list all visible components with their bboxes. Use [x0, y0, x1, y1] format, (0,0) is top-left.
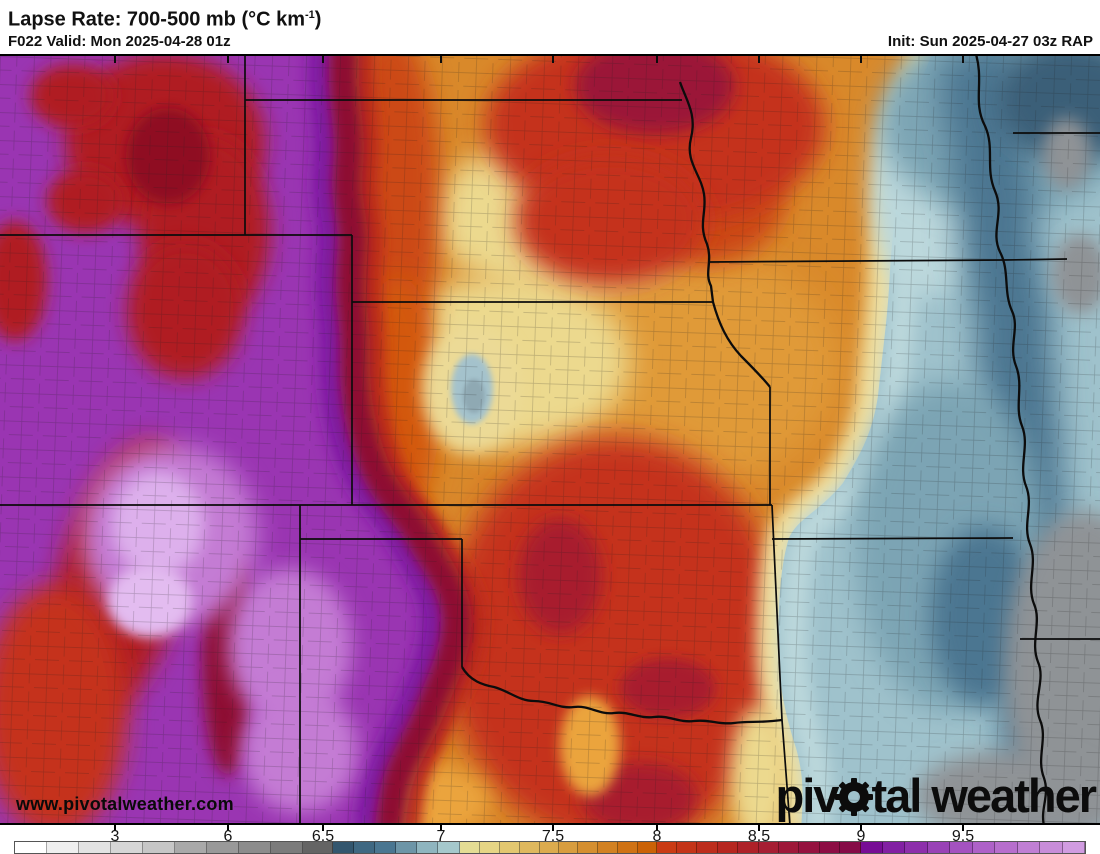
colorbar-cell	[840, 842, 861, 853]
colorbar-cell	[799, 842, 820, 853]
valid-time-label: F022 Valid: Mon 2025-04-28 01z	[8, 32, 231, 50]
border-mo-ar	[771, 537, 1014, 540]
colorbar-cell	[175, 842, 207, 853]
tick-label: 6	[223, 828, 233, 845]
colorbar-cell	[905, 842, 928, 853]
tick-label: 9.5	[951, 828, 975, 845]
logo-text-tal: tal	[871, 769, 922, 822]
colorbar-cell	[540, 842, 559, 853]
colorbar-cell	[718, 842, 738, 853]
tick-mark	[758, 825, 760, 831]
colorbar-cell	[111, 842, 143, 853]
colorbar-cell	[396, 842, 417, 853]
colorbar-cell	[239, 842, 271, 853]
title-close: )	[314, 8, 322, 31]
colorbar-cell	[15, 842, 47, 853]
title-text: Lapse Rate: 700-500 mb (°C km	[8, 8, 306, 31]
colorbar-cell	[303, 842, 333, 853]
red-river	[461, 666, 783, 725]
tick-mark	[962, 825, 964, 831]
tick-label: 7.5	[541, 828, 565, 845]
pivotal-weather-logo: piv tal weather	[775, 769, 1097, 822]
tick-mark	[656, 825, 658, 831]
logo-text-weather: weather	[920, 769, 1097, 822]
county-lines-overlay	[0, 56, 1100, 823]
colorbar-cell	[618, 842, 638, 853]
colorbar-cell	[375, 842, 396, 853]
colorbar	[14, 841, 1086, 854]
page-title: Lapse Rate: 700-500 mb (°C km-1)	[0, 0, 1100, 32]
tick-label: 8.5	[747, 828, 771, 845]
colorbar-cell	[143, 842, 175, 853]
colorbar-cell	[438, 842, 460, 853]
colorbar-cell	[354, 842, 375, 853]
logo-text-piv: piv	[775, 769, 840, 822]
mississippi-river	[975, 56, 1048, 823]
colorbar-cell	[271, 842, 303, 853]
tick-mark	[227, 825, 229, 831]
colorbar-cell	[500, 842, 520, 853]
border-ia-mo	[709, 258, 1068, 263]
colorbar-cell	[759, 842, 779, 853]
colorbar-cell	[79, 842, 111, 853]
colorbar-cell	[973, 842, 995, 853]
colorbar-cell	[559, 842, 578, 853]
colorbar-cell	[1040, 842, 1063, 853]
colorbar-cell	[677, 842, 697, 853]
colorbar-cell	[578, 842, 598, 853]
tick-mark	[114, 825, 116, 831]
colorbar-cell	[883, 842, 905, 853]
colorbar-cell	[47, 842, 79, 853]
colorbar-cell	[861, 842, 883, 853]
header: Lapse Rate: 700-500 mb (°C km-1) F022 Va…	[0, 0, 1100, 54]
colorbar-cell	[638, 842, 657, 853]
init-time-label: Init: Sun 2025-04-27 03z RAP	[887, 32, 1093, 50]
colorbar-cell	[738, 842, 759, 853]
colorbar-cell	[1018, 842, 1040, 853]
colorbar-cell	[520, 842, 540, 853]
gear-icon	[835, 778, 874, 816]
colorbar-cell	[950, 842, 973, 853]
river-lines	[461, 56, 1048, 823]
missouri-river	[678, 81, 771, 388]
colorbar-cell	[333, 842, 354, 853]
colorbar-cell	[779, 842, 799, 853]
tick-mark	[552, 825, 554, 831]
colorbar-cell	[460, 842, 480, 853]
tick-mark	[322, 825, 324, 831]
colorbar-footer: 3 6 6.5 7 7.5 8 8.5 9 9.5	[0, 825, 1100, 854]
tick-label: 7	[436, 828, 446, 845]
colorbar-cell	[657, 842, 677, 853]
tick-mark	[440, 825, 442, 831]
colorbar-cell	[1063, 842, 1085, 853]
watermark-url: www.pivotalweather.com	[16, 794, 234, 814]
map-canvas	[0, 56, 1100, 823]
colorbar-cell	[820, 842, 840, 853]
tick-mark	[860, 825, 862, 831]
colorbar-cell	[697, 842, 718, 853]
tick-label: 9	[856, 828, 866, 845]
title-superscript: -1	[305, 9, 315, 21]
tick-label: 6.5	[311, 828, 335, 845]
colorbar-cell	[207, 842, 239, 853]
colorbar-cell	[417, 842, 438, 853]
tick-label: 8	[652, 828, 662, 845]
map-frame-ticks-top	[114, 56, 964, 63]
colorbar-cell	[928, 842, 950, 853]
colorbar-cell	[480, 842, 500, 853]
tick-label: 3	[110, 828, 120, 845]
colorbar-cell	[995, 842, 1018, 853]
colorbar-cell	[598, 842, 618, 853]
weather-map: www.pivotalweather.com piv tal weather	[0, 54, 1100, 825]
